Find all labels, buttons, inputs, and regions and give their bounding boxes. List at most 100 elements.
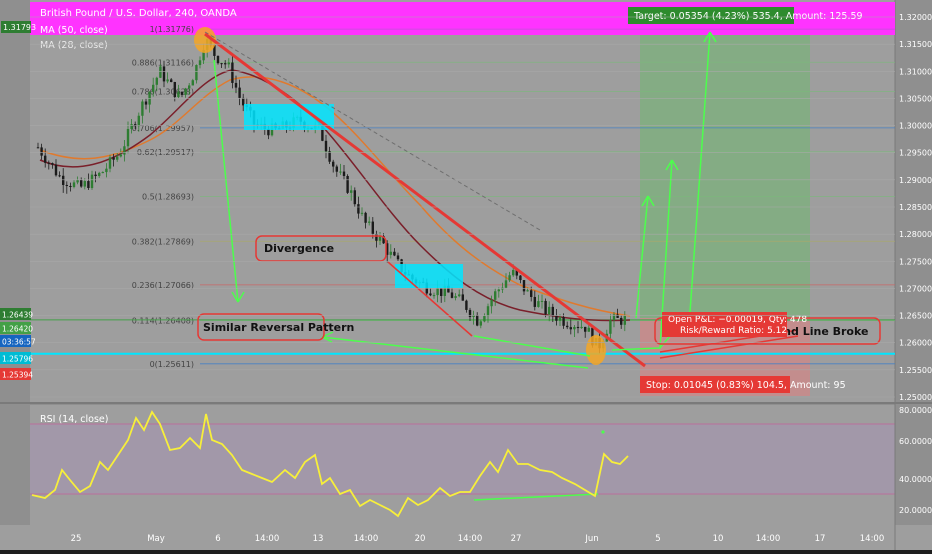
target-info-text: Target: 0.05354 (4.23%) 535.4, Amount: 1… bbox=[633, 11, 863, 22]
candle-body bbox=[342, 171, 346, 176]
consolidation-box-2[interactable] bbox=[395, 264, 463, 288]
arrow-path-2[interactable] bbox=[635, 195, 649, 319]
arrow-path-4[interactable] bbox=[213, 59, 239, 303]
fib-level-label: 0.5(1.28693) bbox=[142, 193, 194, 202]
rsi-legend[interactable]: RSI (14, close) bbox=[40, 414, 108, 425]
fib-level-label: 0.886(1.31166) bbox=[132, 58, 194, 67]
fib-level-label: 0.62(1.29517) bbox=[137, 148, 194, 157]
candle-body bbox=[198, 60, 202, 66]
price-tick: 1.29000 bbox=[899, 176, 932, 185]
candle-body bbox=[80, 180, 83, 187]
candle-body bbox=[609, 320, 612, 334]
fib-level-label: 0.236(1.27066) bbox=[132, 281, 194, 290]
candle-body bbox=[54, 164, 58, 176]
stop-info-box[interactable] bbox=[640, 376, 790, 393]
open-pl-text: Open P&L: −0.00019, Qty: 478 bbox=[668, 315, 807, 325]
price-tick: 1.30000 bbox=[899, 122, 932, 131]
candle-body bbox=[339, 171, 342, 173]
candle-body bbox=[479, 321, 482, 326]
price-tick: 1.32000 bbox=[899, 13, 932, 22]
candle-body bbox=[134, 124, 137, 127]
price-tick: 1.25000 bbox=[899, 393, 932, 402]
price-tick: 1.27000 bbox=[899, 284, 932, 293]
time-tick: 27 bbox=[511, 534, 522, 544]
time-axis-bar[interactable] bbox=[0, 525, 932, 550]
candle-body bbox=[461, 294, 464, 301]
rsi-line bbox=[31, 410, 629, 518]
arrow-head-4 bbox=[231, 291, 245, 303]
candle-body bbox=[436, 288, 439, 296]
rsi-axis[interactable]: 80.0000 60.0000 40.0000 20.0000 bbox=[899, 406, 932, 515]
target-info-box[interactable] bbox=[628, 7, 794, 24]
fib-level-label: 1(1.31776) bbox=[150, 25, 194, 34]
time-tick: 14:00 bbox=[458, 534, 483, 544]
time-tick: Jun bbox=[584, 534, 598, 544]
candle-body bbox=[177, 91, 180, 98]
candle-body bbox=[112, 157, 115, 160]
candle-body bbox=[227, 62, 230, 65]
candle-body bbox=[83, 181, 86, 187]
candle-body bbox=[141, 101, 144, 116]
current-price-badge bbox=[1, 21, 31, 33]
ma50-legend[interactable]: MA (50, close) bbox=[40, 25, 108, 36]
candle-body bbox=[378, 236, 382, 241]
candle-body bbox=[36, 147, 40, 149]
arrow-path-5[interactable] bbox=[321, 336, 589, 369]
time-tick: 17 bbox=[815, 534, 826, 544]
price-tick: 1.28000 bbox=[899, 230, 932, 239]
candle-body bbox=[166, 79, 169, 82]
down-trendline[interactable] bbox=[204, 32, 646, 368]
candle-body bbox=[47, 162, 50, 164]
candle-body bbox=[90, 174, 94, 189]
candle-body bbox=[558, 317, 562, 321]
candle-body bbox=[69, 185, 72, 188]
candle-body bbox=[94, 174, 97, 177]
time-axis[interactable]: 25 May 6 14:00 13 14:00 20 14:00 27 Jun 5 10 14:00 17… bbox=[71, 534, 885, 544]
candle-body bbox=[324, 140, 328, 152]
candle-body bbox=[350, 190, 353, 193]
candle-body bbox=[443, 285, 446, 296]
candle-body bbox=[544, 300, 547, 315]
price-axis[interactable]: 1.32000 1.31500 1.31000 1.30500 1.30000 1.295… bbox=[0, 13, 932, 402]
symbol-title[interactable]: British Pound / U.S. Dollar, 240, OANDA bbox=[40, 8, 237, 19]
candle-body bbox=[202, 49, 205, 61]
candle-body bbox=[180, 91, 184, 95]
divergence-price-line[interactable] bbox=[387, 261, 473, 337]
candle-body bbox=[497, 289, 500, 292]
divergence-green-line[interactable] bbox=[473, 335, 591, 357]
candle-body bbox=[573, 326, 576, 330]
open-pl-box[interactable] bbox=[662, 312, 787, 337]
candle-body bbox=[389, 251, 392, 255]
candle-body bbox=[566, 325, 569, 328]
rsi-divergence-line[interactable] bbox=[473, 493, 599, 501]
candle-body bbox=[551, 306, 554, 316]
price-badge bbox=[0, 322, 31, 334]
time-tick: 5 bbox=[655, 534, 660, 544]
candle-body bbox=[519, 275, 522, 281]
candle-body bbox=[533, 296, 536, 307]
rsi-band bbox=[30, 424, 895, 494]
price-tick: 1.31500 bbox=[899, 40, 932, 49]
candle-body bbox=[504, 280, 508, 288]
candle-body bbox=[490, 299, 493, 307]
current-price-text: 1.31793 bbox=[3, 23, 36, 32]
consolidation-box-1[interactable] bbox=[244, 104, 334, 130]
bottom-reversal-marker bbox=[586, 335, 606, 365]
similar-pattern-callout[interactable] bbox=[197, 313, 325, 341]
candle-body bbox=[537, 301, 540, 307]
target-zone[interactable] bbox=[640, 35, 810, 318]
candle-body bbox=[476, 315, 479, 326]
break-pointer-2 bbox=[659, 335, 799, 359]
candle-body bbox=[332, 161, 335, 167]
ma28-legend[interactable]: MA (28, close) bbox=[40, 40, 108, 51]
candle-body bbox=[548, 306, 551, 315]
price-tick: 1.26000 bbox=[899, 339, 932, 348]
candle-body bbox=[512, 269, 515, 276]
header-spacer bbox=[2, 2, 30, 12]
line-broke-label: Trend Line Broke bbox=[764, 325, 868, 338]
candle-body bbox=[530, 290, 533, 297]
candle-body bbox=[184, 88, 187, 95]
divergence-label: Divergence bbox=[264, 242, 334, 255]
